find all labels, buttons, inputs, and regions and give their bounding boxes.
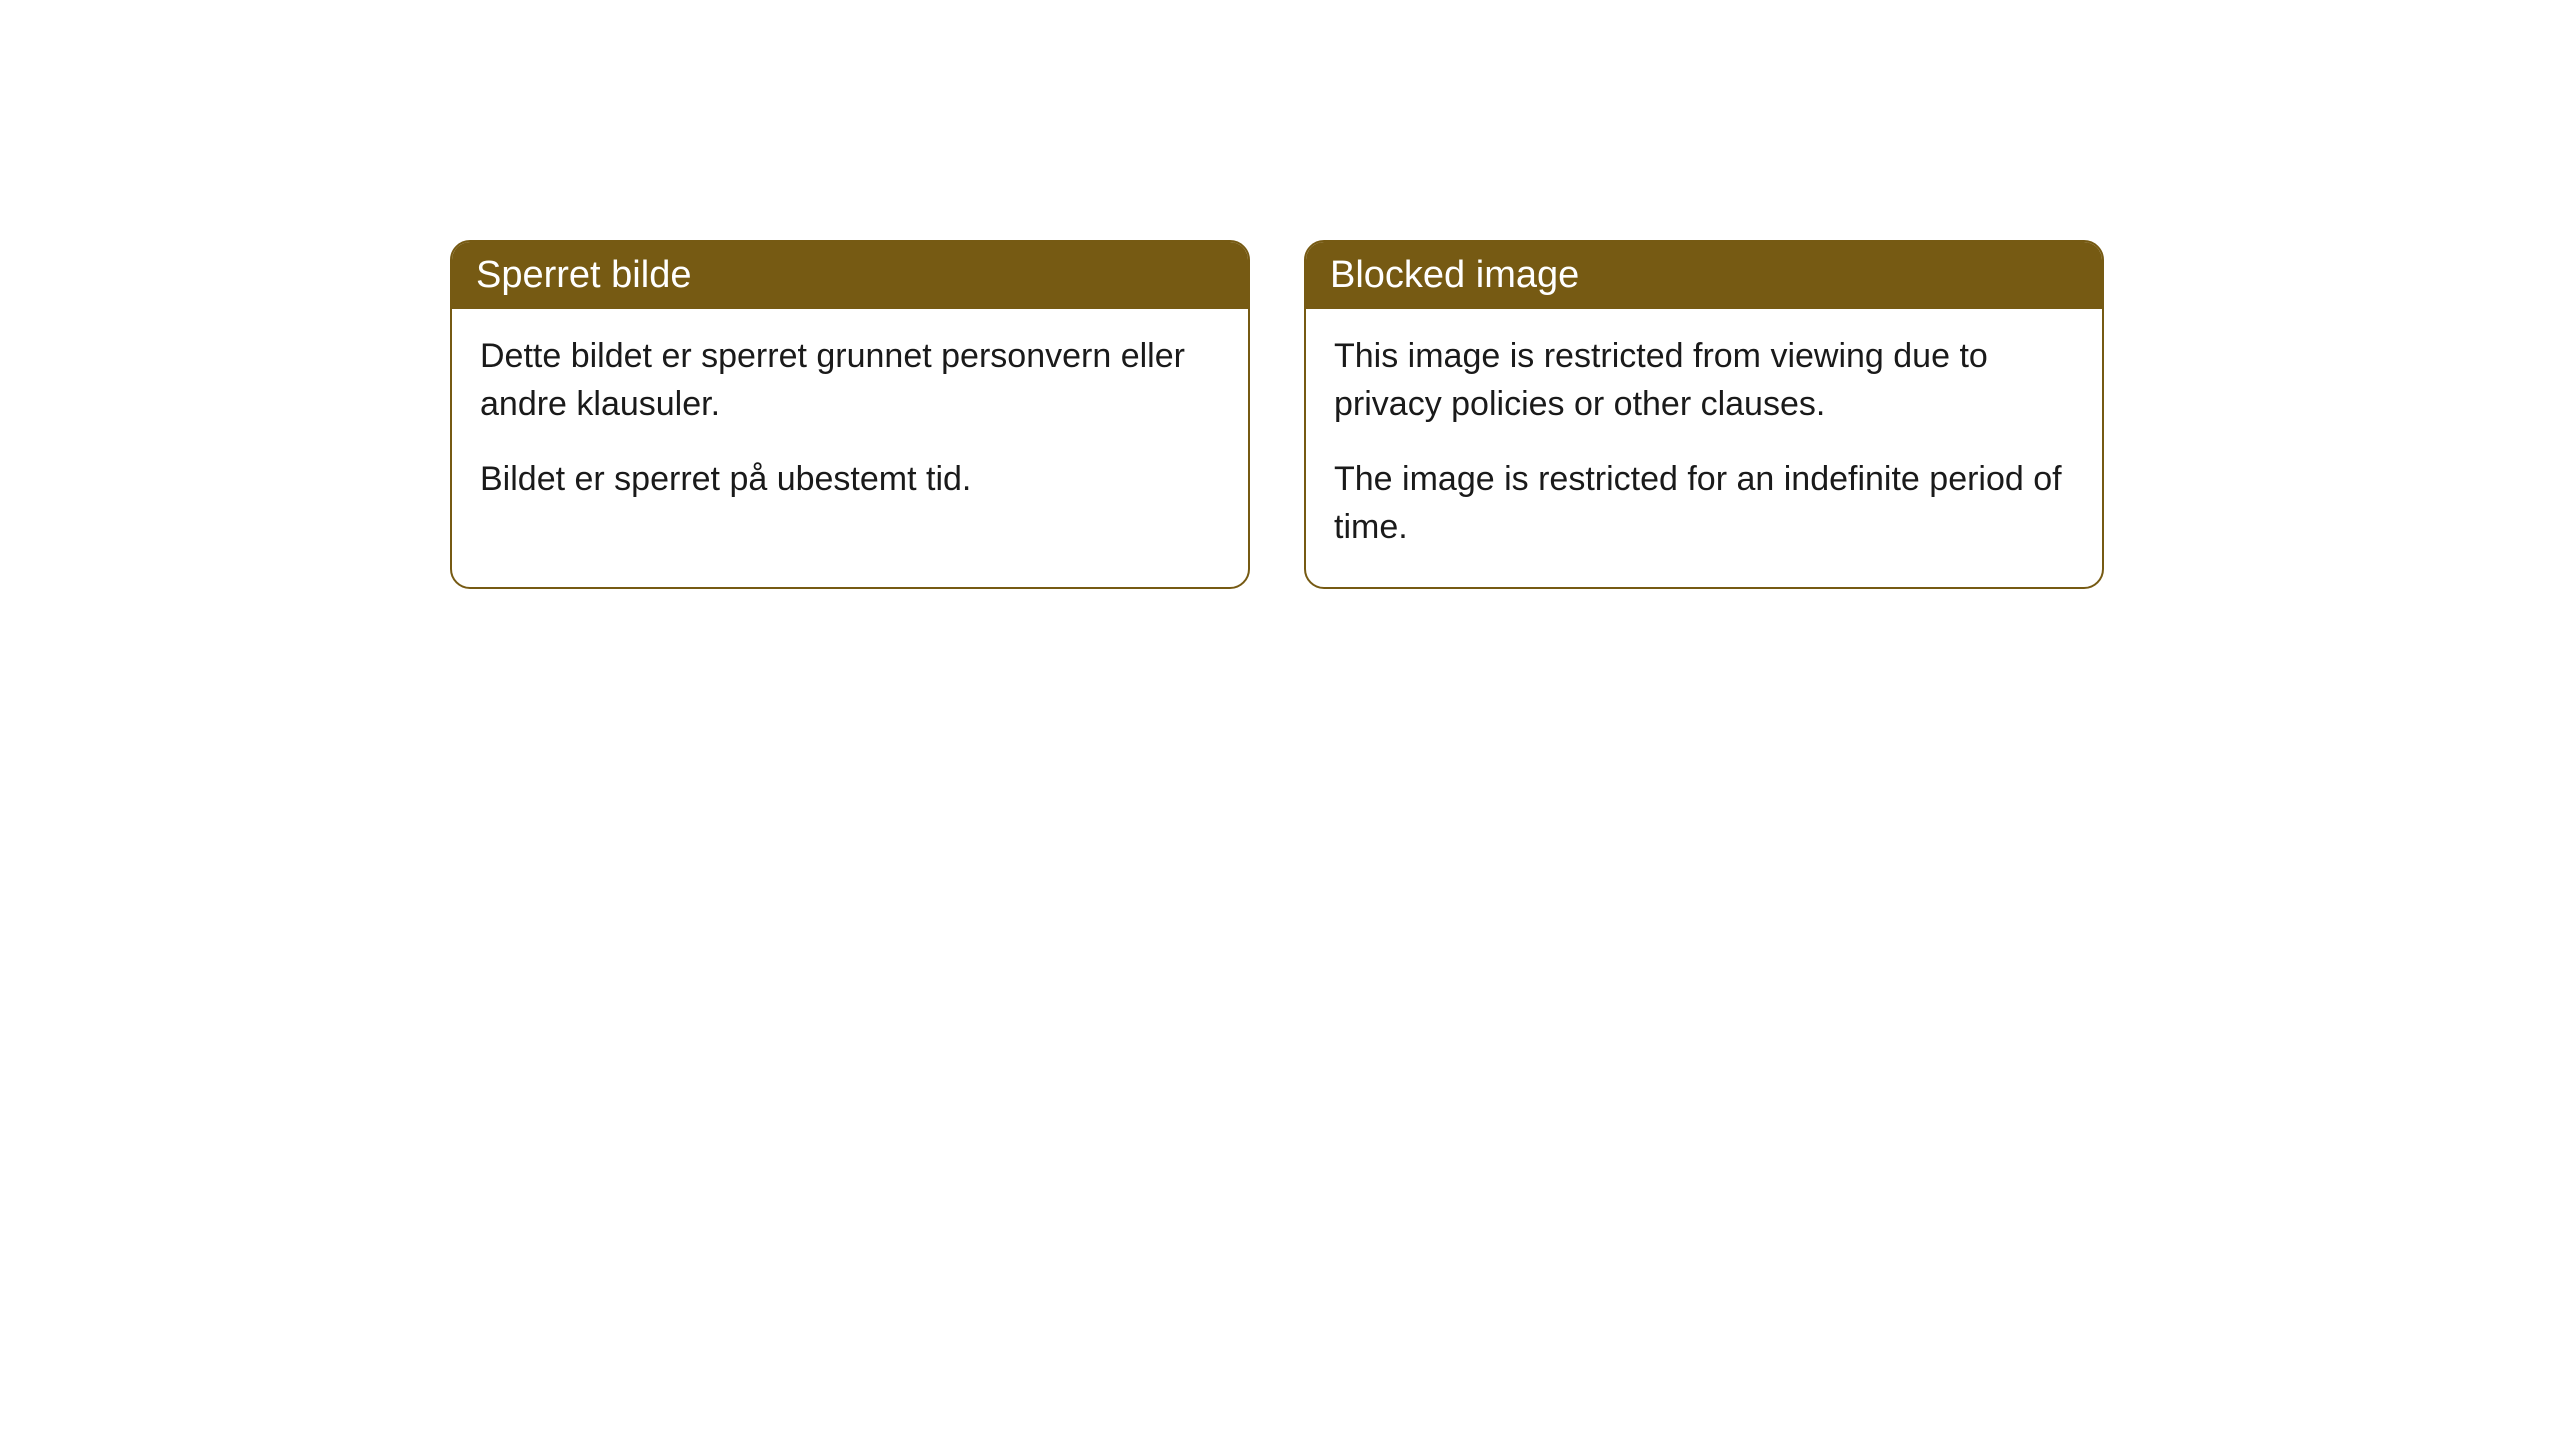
notice-body: Dette bildet er sperret grunnet personve…: [452, 309, 1248, 540]
notice-header: Blocked image: [1306, 242, 2102, 309]
notice-paragraph: The image is restricted for an indefinit…: [1334, 456, 2074, 551]
notice-paragraph: This image is restricted from viewing du…: [1334, 333, 2074, 428]
notice-card-norwegian: Sperret bilde Dette bildet er sperret gr…: [450, 240, 1250, 589]
notice-card-english: Blocked image This image is restricted f…: [1304, 240, 2104, 589]
notice-container: Sperret bilde Dette bildet er sperret gr…: [0, 0, 2560, 589]
notice-paragraph: Dette bildet er sperret grunnet personve…: [480, 333, 1220, 428]
notice-paragraph: Bildet er sperret på ubestemt tid.: [480, 456, 1220, 504]
notice-body: This image is restricted from viewing du…: [1306, 309, 2102, 587]
notice-header: Sperret bilde: [452, 242, 1248, 309]
